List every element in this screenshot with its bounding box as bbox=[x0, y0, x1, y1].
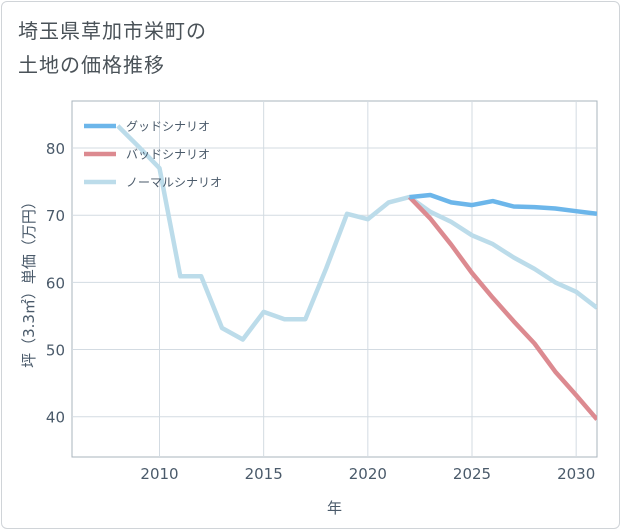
series-line-good bbox=[409, 192, 597, 217]
legend-normal[interactable]: ノーマルシナリオ bbox=[84, 176, 222, 190]
x-tick-label: 2030 bbox=[557, 465, 595, 483]
series-line-bad bbox=[407, 195, 597, 421]
y-tick-label: 40 bbox=[46, 409, 65, 427]
legend-good[interactable]: グッドシナリオ bbox=[84, 120, 210, 134]
y-tick-label: 50 bbox=[46, 342, 65, 360]
x-tick-label: 2010 bbox=[140, 465, 178, 483]
title-line-1: 埼玉県草加市栄町の bbox=[18, 19, 207, 43]
legend-label: ノーマルシナリオ bbox=[126, 176, 222, 190]
title-line-2: 土地の価格推移 bbox=[18, 53, 165, 77]
x-tick-label: 2025 bbox=[453, 465, 491, 483]
legend-label: バッドシナリオ bbox=[126, 148, 210, 162]
y-tick-label: 80 bbox=[46, 140, 65, 158]
legend-bad[interactable]: バッドシナリオ bbox=[84, 148, 210, 162]
y-tick-label: 70 bbox=[46, 207, 65, 225]
page-title: 埼玉県草加市栄町の 土地の価格推移 bbox=[18, 14, 207, 82]
y-tick-label: 60 bbox=[46, 274, 65, 292]
y-axis-title: 坪（3.3㎡）単価（万円） bbox=[20, 194, 38, 368]
x-tick-label: 2020 bbox=[349, 465, 387, 483]
series-line-normal bbox=[116, 124, 597, 342]
x-axis-title: 年 bbox=[327, 499, 342, 517]
x-tick-label: 2015 bbox=[245, 465, 283, 483]
legend-label: グッドシナリオ bbox=[126, 120, 210, 134]
